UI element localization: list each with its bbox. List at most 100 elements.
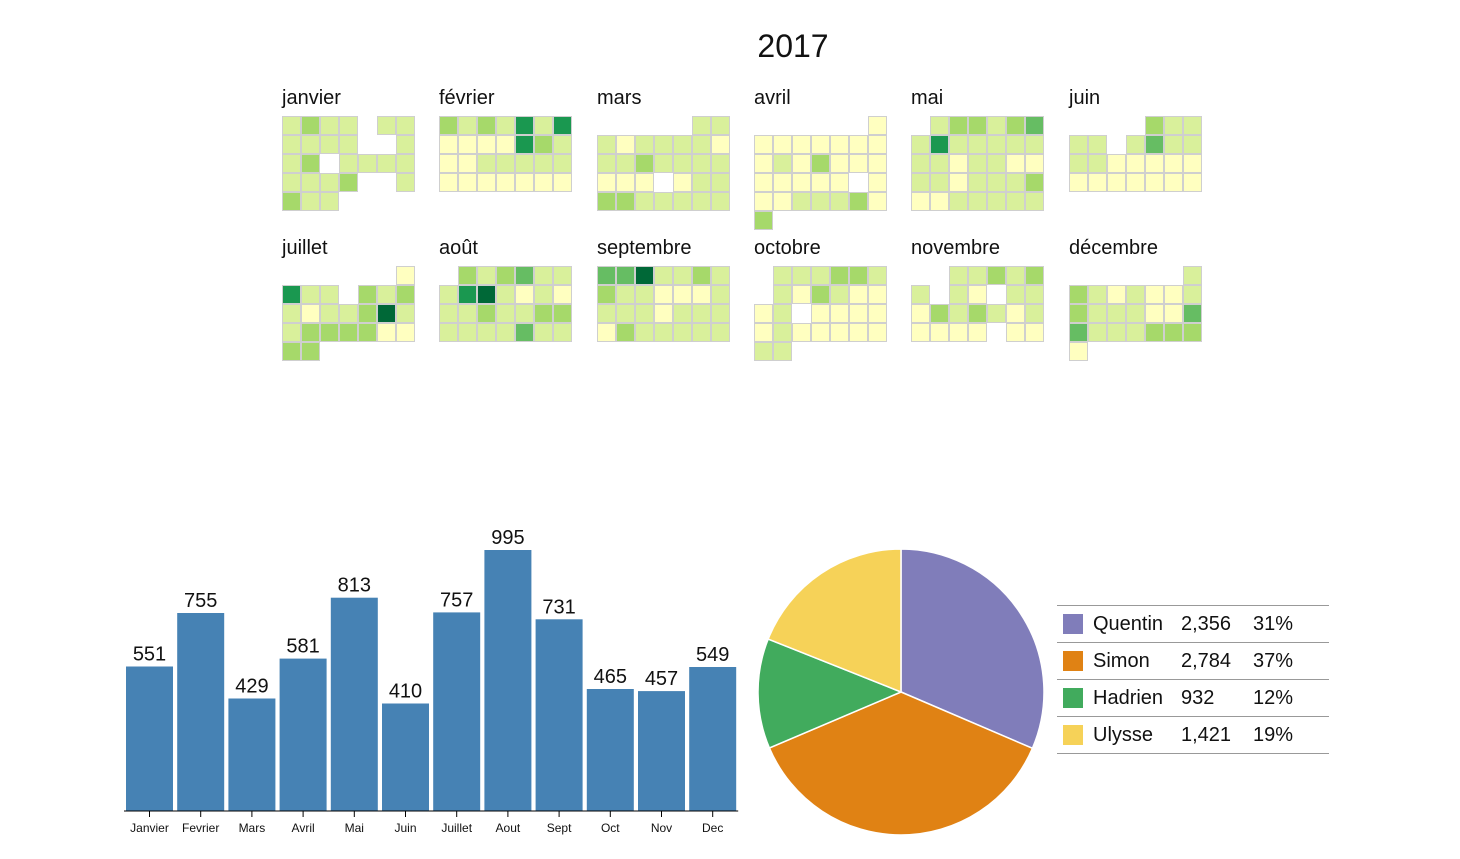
legend-value: 2,784 <box>1181 642 1253 680</box>
legend-swatch <box>1063 688 1083 708</box>
x-tick-label: Mars <box>239 821 266 835</box>
day-cell <box>773 173 792 192</box>
day-cell <box>849 323 868 342</box>
day-cell <box>868 323 887 342</box>
day-cell <box>711 266 730 285</box>
day-cell <box>1183 116 1202 135</box>
day-cell <box>773 266 792 285</box>
day-cell <box>711 135 730 154</box>
day-cell <box>692 135 711 154</box>
day-cell <box>711 116 730 135</box>
day-cell <box>396 116 415 135</box>
day-cell <box>830 173 849 192</box>
day-cell <box>754 304 773 323</box>
day-cell <box>496 116 515 135</box>
day-cell <box>1126 135 1145 154</box>
day-cell <box>1183 285 1202 304</box>
month-label: septembre <box>597 237 692 259</box>
day-cell <box>868 304 887 323</box>
day-cell <box>282 342 301 361</box>
day-cell <box>911 192 930 211</box>
day-cell <box>792 323 811 342</box>
bar-value-label: 465 <box>594 666 627 688</box>
day-cell <box>616 266 635 285</box>
day-cell <box>1126 154 1145 173</box>
day-cell <box>654 323 673 342</box>
day-cell <box>930 304 949 323</box>
day-cell <box>496 304 515 323</box>
day-cell <box>1006 116 1025 135</box>
day-cell <box>320 192 339 211</box>
day-cell <box>692 266 711 285</box>
day-cell <box>477 266 496 285</box>
day-cell <box>553 266 572 285</box>
pie-legend: Quentin 2,356 31% Simon 2,784 37% Hadrien 932 12… <box>1057 605 1329 754</box>
day-cell <box>754 211 773 230</box>
day-cell <box>358 285 377 304</box>
day-cell <box>673 323 692 342</box>
legend-row: Ulysse 1,421 19% <box>1057 716 1329 754</box>
calendar-heatmap: janvier février mars avril mai juin juillet aoû… <box>0 0 1460 420</box>
day-cell <box>987 192 1006 211</box>
day-cell <box>692 285 711 304</box>
day-cell <box>358 323 377 342</box>
day-cell <box>1145 304 1164 323</box>
day-cell <box>1069 173 1088 192</box>
pie-slice <box>767 548 902 694</box>
day-cell <box>439 173 458 192</box>
day-cell <box>553 285 572 304</box>
day-cell <box>282 323 301 342</box>
day-cell <box>1088 154 1107 173</box>
day-cell <box>635 304 654 323</box>
day-cell <box>339 304 358 323</box>
day-cell <box>515 323 534 342</box>
day-cell <box>692 173 711 192</box>
day-cell <box>358 304 377 323</box>
day-cell <box>396 323 415 342</box>
day-cell <box>692 304 711 323</box>
day-cell <box>282 116 301 135</box>
legend-value: 2,356 <box>1181 605 1253 643</box>
day-cell <box>1006 285 1025 304</box>
day-cell <box>458 266 477 285</box>
day-cell <box>968 116 987 135</box>
day-cell <box>773 304 792 323</box>
day-cell <box>930 154 949 173</box>
month-label: décembre <box>1069 237 1158 259</box>
day-cell <box>396 304 415 323</box>
day-cell <box>911 323 930 342</box>
month-label: janvier <box>282 87 341 109</box>
day-cell <box>987 173 1006 192</box>
legend-swatch <box>1063 651 1083 671</box>
day-cell <box>1183 173 1202 192</box>
day-cell <box>1025 285 1044 304</box>
day-cell <box>792 154 811 173</box>
day-cell <box>849 304 868 323</box>
day-cell <box>754 135 773 154</box>
day-cell <box>635 135 654 154</box>
day-cell <box>439 323 458 342</box>
legend-percent: 31% <box>1253 605 1329 643</box>
day-cell <box>553 116 572 135</box>
day-cell <box>1025 192 1044 211</box>
day-cell <box>339 116 358 135</box>
day-cell <box>515 173 534 192</box>
day-cell <box>320 323 339 342</box>
day-cell <box>1025 323 1044 342</box>
day-cell <box>1107 323 1126 342</box>
day-cell <box>1126 285 1145 304</box>
bar-value-label: 757 <box>440 589 473 611</box>
day-cell <box>458 323 477 342</box>
day-cell <box>320 135 339 154</box>
bar <box>433 612 481 811</box>
day-cell <box>1164 304 1183 323</box>
day-cell <box>534 173 553 192</box>
day-cell <box>1107 304 1126 323</box>
day-cell <box>1164 173 1183 192</box>
x-tick-label: Janvier <box>130 821 169 835</box>
day-cell <box>949 285 968 304</box>
day-cell <box>711 323 730 342</box>
day-cell <box>458 173 477 192</box>
day-cell <box>496 173 515 192</box>
day-cell <box>1088 323 1107 342</box>
